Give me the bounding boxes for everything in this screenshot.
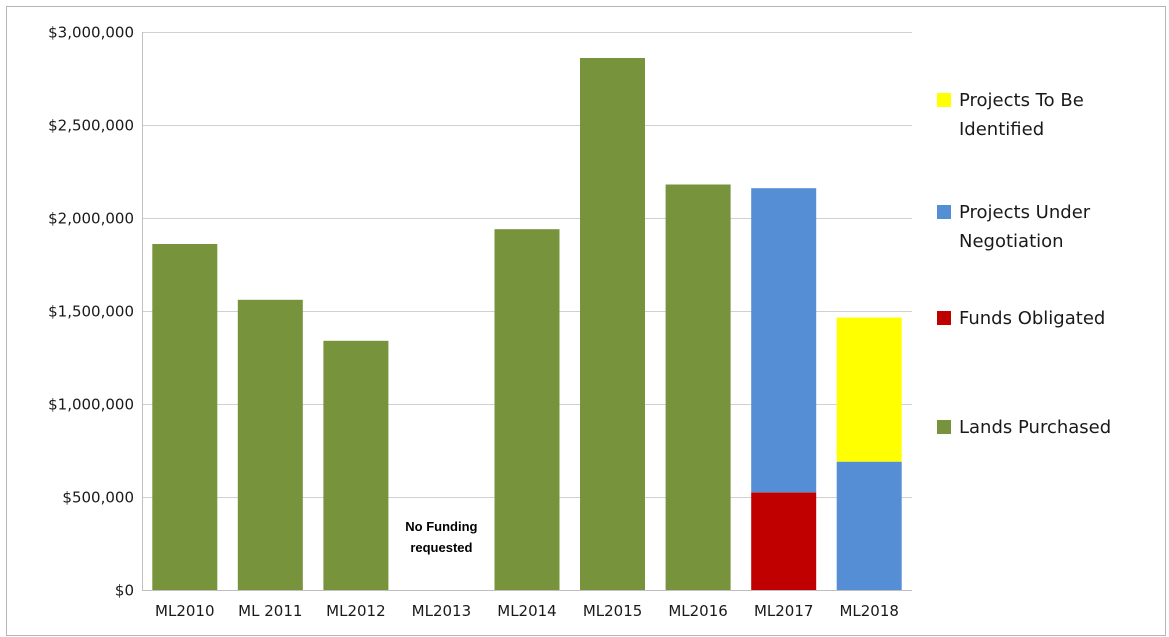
y-tick-label: $0	[115, 582, 134, 600]
bar-lands-purchased-ml2015	[580, 58, 645, 590]
x-tick-label: ML2016	[668, 602, 727, 620]
y-tick-label: $2,500,000	[48, 117, 134, 135]
bar-projects-under-negotiation-ml2018	[836, 461, 902, 590]
y-tick-label: $3,000,000	[48, 24, 134, 42]
legend-label-line: Funds Obligated	[959, 308, 1105, 329]
x-tick-label: ML2017	[754, 602, 813, 620]
bar-projects-under-negotiation-ml2017	[751, 188, 817, 493]
x-tick-label: ML2018	[839, 602, 898, 620]
bar-lands-purchased-ml2010	[152, 244, 218, 590]
bar-lands-purchased-ml-2011	[237, 299, 303, 590]
x-tick-label: ML2013	[412, 602, 471, 620]
legend-swatch-lands-purchased	[937, 420, 951, 434]
legend-swatch-projects-to-be-identified	[937, 93, 951, 107]
legend-label-line: Negotiation	[959, 231, 1064, 252]
x-tick-label: ML 2011	[238, 602, 302, 620]
legend-swatch-projects-under-negotiation	[937, 205, 951, 219]
legend-swatch-funds-obligated	[937, 311, 951, 325]
bar-funds-obligated-ml2017	[751, 492, 817, 590]
legend-label-projects-under-negotiation: Projects Under Negotiation	[959, 202, 1091, 252]
x-tick-label: ML2010	[155, 602, 214, 620]
y-tick-label: $500,000	[62, 489, 134, 507]
bar-lands-purchased-ml2012	[323, 340, 389, 590]
legend-label-lands-purchased: Lands Purchased	[959, 417, 1111, 438]
x-axis-ticks: ML2010 ML 2011 ML2012 ML2013 ML2014 ML2015 ML2…	[155, 602, 899, 620]
x-tick-label: ML2012	[326, 602, 385, 620]
annotation-text: requested	[410, 540, 472, 555]
y-axis-ticks: $0 $500,000 $1,000,000 $1,500,000 $2,000,000…	[48, 24, 134, 600]
bar-lands-purchased-ml2014	[494, 229, 560, 590]
legend: Projects To Be Identified Projects Under Ne…	[937, 90, 1111, 438]
legend-label-line: Identified	[959, 119, 1044, 140]
legend-label-line: Projects Under	[959, 202, 1091, 223]
y-tick-label: $1,500,000	[48, 303, 134, 321]
bar-projects-to-be-identified-ml2018	[836, 317, 902, 462]
legend-label-line: Lands Purchased	[959, 417, 1111, 438]
y-tick-label: $1,000,000	[48, 396, 134, 414]
x-tick-label: ML2014	[497, 602, 556, 620]
x-tick-label: ML2015	[583, 602, 642, 620]
legend-label-line: Projects To Be	[959, 90, 1084, 111]
bars	[152, 58, 902, 590]
annotations: No Funding requested	[405, 519, 477, 555]
legend-label-projects-to-be-identified: Projects To Be Identified	[959, 90, 1084, 140]
legend-label-funds-obligated: Funds Obligated	[959, 308, 1105, 329]
annotation-text: No Funding	[405, 519, 477, 534]
bar-lands-purchased-ml2016	[665, 184, 731, 590]
y-tick-label: $2,000,000	[48, 210, 134, 228]
